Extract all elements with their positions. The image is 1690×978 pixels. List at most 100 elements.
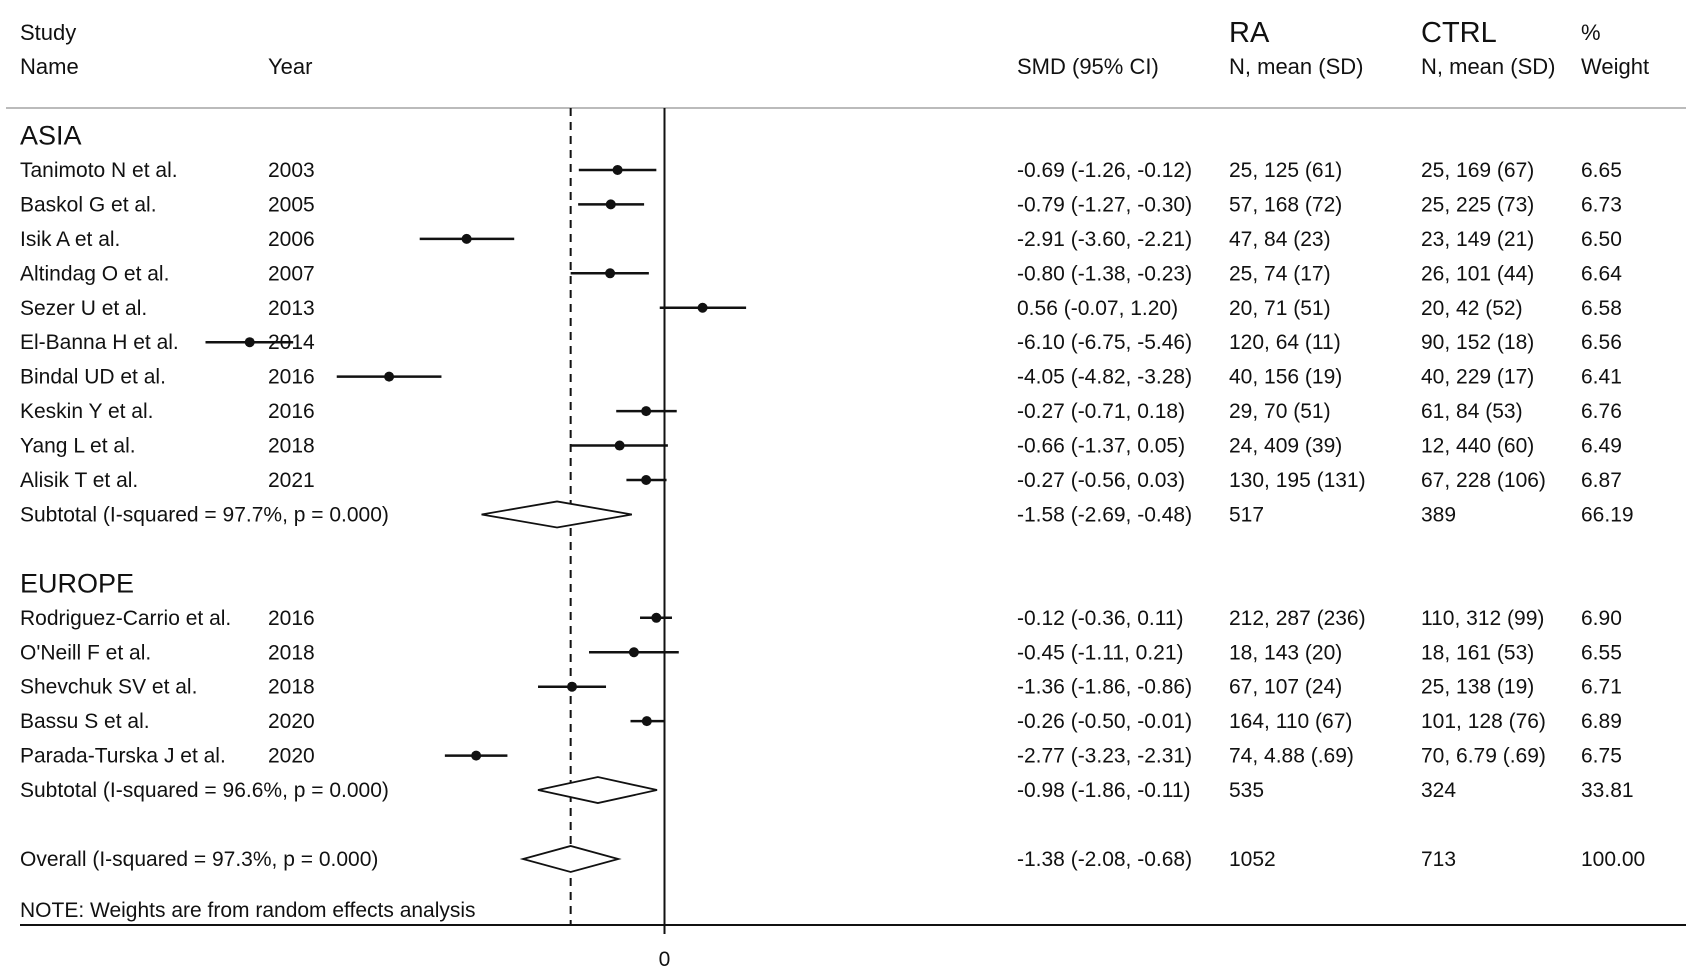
ra-value: 74, 4.88 (.69) xyxy=(1229,745,1354,768)
smd-ci-value: -0.45 (-1.11, 0.21) xyxy=(1017,641,1184,664)
point-estimate-marker xyxy=(641,406,652,417)
header-ra-sub: N, mean (SD) xyxy=(1229,54,1363,79)
ra-value: 535 xyxy=(1229,779,1264,802)
study-year: 2016 xyxy=(268,607,315,630)
header-weight-line1: % xyxy=(1581,20,1601,45)
study-row: Parada-Turska J et al. 2020 -2.77 (-3.23, … xyxy=(20,745,1622,768)
study-name: Shevchuk SV et al. xyxy=(20,676,197,699)
ra-value: 47, 84 (23) xyxy=(1229,228,1331,251)
study-year: 2021 xyxy=(268,469,315,492)
ra-value: 29, 70 (51) xyxy=(1229,400,1331,423)
study-name: Baskol G et al. xyxy=(20,193,157,216)
ra-value: 18, 143 (20) xyxy=(1229,641,1342,664)
ctrl-value: 40, 229 (17) xyxy=(1421,366,1534,389)
ctrl-value: 25, 169 (67) xyxy=(1421,159,1534,182)
header-study-line1: Study xyxy=(20,20,76,45)
study-name: Keskin Y et al. xyxy=(20,400,153,423)
ra-value: 24, 409 (39) xyxy=(1229,435,1342,458)
ctrl-value: 18, 161 (53) xyxy=(1421,641,1534,664)
study-name: Tanimoto N et al. xyxy=(20,159,178,182)
point-estimate-marker xyxy=(697,302,708,313)
study-year: 2018 xyxy=(268,641,315,664)
study-year: 2018 xyxy=(268,676,315,699)
point-estimate-marker xyxy=(384,371,395,382)
study-row: Rodriguez-Carrio et al. 2016 -0.12 (-0.36,… xyxy=(20,607,1622,630)
smd-ci-value: -0.27 (-0.56, 0.03) xyxy=(1017,469,1185,492)
study-year: 2020 xyxy=(268,745,315,768)
weight-value: 6.49 xyxy=(1581,435,1622,458)
ra-value: 164, 110 (67) xyxy=(1229,710,1352,733)
weight-value: 6.65 xyxy=(1581,159,1622,182)
study-row: Bindal UD et al. 2016 -4.05 (-4.82, -3.28)… xyxy=(20,366,1622,389)
study-name: El-Banna H et al. xyxy=(20,331,179,354)
forest-rows: ASIA Tanimoto N et al. 2003 -0.69 (-1.26, -… xyxy=(20,121,1645,873)
ctrl-value: 23, 149 (21) xyxy=(1421,228,1534,251)
point-estimate-marker xyxy=(244,337,255,348)
smd-ci-value: -0.66 (-1.37, 0.05) xyxy=(1017,435,1185,458)
ctrl-value: 26, 101 (44) xyxy=(1421,262,1534,285)
header-ra: RA xyxy=(1229,17,1270,49)
subtotal-row: Subtotal (I-squared = 97.7%, p = 0.000) -… xyxy=(20,500,1634,529)
ctrl-value: 12, 440 (60) xyxy=(1421,435,1534,458)
ctrl-value: 25, 138 (19) xyxy=(1421,676,1534,699)
smd-ci-value: -2.77 (-3.23, -2.31) xyxy=(1017,745,1192,768)
ra-value: 57, 168 (72) xyxy=(1229,193,1342,216)
table-header: Study Name Year SMD (95% CI) RA N, mean … xyxy=(20,17,1649,79)
weight-value: 6.89 xyxy=(1581,710,1622,733)
study-row: Baskol G et al. 2005 -0.79 (-1.27, -0.30) 5… xyxy=(20,193,1622,216)
study-row: El-Banna H et al. 2014 -6.10 (-6.75, -5.46… xyxy=(20,331,1622,354)
ra-value: 130, 195 (131) xyxy=(1229,469,1366,492)
ctrl-value: 713 xyxy=(1421,848,1456,871)
weight-value: 6.55 xyxy=(1581,641,1622,664)
footnote: NOTE: Weights are from random effects an… xyxy=(20,899,476,922)
group-label: ASIA xyxy=(20,121,82,151)
study-row: Yang L et al. 2018 -0.66 (-1.37, 0.05) 24, … xyxy=(20,435,1622,458)
smd-ci-value: -0.69 (-1.26, -0.12) xyxy=(1017,159,1192,182)
ctrl-value: 61, 84 (53) xyxy=(1421,400,1523,423)
smd-ci-value: -0.80 (-1.38, -0.23) xyxy=(1017,262,1192,285)
study-name: Bassu S et al. xyxy=(20,710,150,733)
ra-value: 25, 125 (61) xyxy=(1229,159,1342,182)
ra-value: 212, 287 (236) xyxy=(1229,607,1366,630)
study-name: Alisik T et al. xyxy=(20,469,138,492)
subtotal-label: Subtotal (I-squared = 97.7%, p = 0.000) xyxy=(20,503,389,526)
study-name: Bindal UD et al. xyxy=(20,366,166,389)
ctrl-value: 324 xyxy=(1421,779,1456,802)
ra-value: 25, 74 (17) xyxy=(1229,262,1331,285)
point-estimate-marker xyxy=(641,716,652,727)
study-row: O'Neill F et al. 2018 -0.45 (-1.11, 0.21) 1… xyxy=(20,641,1622,664)
smd-ci-value: -6.10 (-6.75, -5.46) xyxy=(1017,331,1192,354)
study-row: Bassu S et al. 2020 -0.26 (-0.50, -0.01) 16… xyxy=(20,710,1622,733)
group-label: EUROPE xyxy=(20,568,134,598)
study-name: O'Neill F et al. xyxy=(20,641,151,664)
study-name: Isik A et al. xyxy=(20,228,120,251)
study-year: 2016 xyxy=(268,400,315,423)
point-estimate-marker xyxy=(614,440,625,451)
study-name: Rodriguez-Carrio et al. xyxy=(20,607,231,630)
study-year: 2016 xyxy=(268,366,315,389)
subtotal-diamond xyxy=(537,776,658,804)
subtotal-label: Subtotal (I-squared = 96.6%, p = 0.000) xyxy=(20,779,389,802)
smd-ci-value: -4.05 (-4.82, -3.28) xyxy=(1017,366,1192,389)
study-name: Altindag O et al. xyxy=(20,262,169,285)
point-estimate-marker xyxy=(461,233,472,244)
ctrl-value: 90, 152 (18) xyxy=(1421,331,1534,354)
ra-value: 20, 71 (51) xyxy=(1229,297,1331,320)
ctrl-value: 20, 42 (52) xyxy=(1421,297,1523,320)
x-tick-label: 0 xyxy=(659,948,671,971)
ctrl-value: 70, 6.79 (.69) xyxy=(1421,745,1546,768)
weight-value: 6.58 xyxy=(1581,297,1622,320)
smd-ci-value: -1.38 (-2.08, -0.68) xyxy=(1017,848,1192,871)
weight-value: 33.81 xyxy=(1581,779,1634,802)
study-row: Altindag O et al. 2007 -0.80 (-1.38, -0.23… xyxy=(20,262,1622,285)
weight-value: 6.64 xyxy=(1581,262,1622,285)
ra-value: 517 xyxy=(1229,503,1264,526)
weight-value: 6.75 xyxy=(1581,745,1622,768)
ra-value: 40, 156 (19) xyxy=(1229,366,1342,389)
study-row: Isik A et al. 2006 -2.91 (-3.60, -2.21) 47,… xyxy=(20,228,1622,251)
weight-value: 6.87 xyxy=(1581,469,1622,492)
point-estimate-marker xyxy=(605,268,616,279)
point-estimate-marker xyxy=(628,647,639,658)
smd-ci-value: -1.36 (-1.86, -0.86) xyxy=(1017,676,1192,699)
